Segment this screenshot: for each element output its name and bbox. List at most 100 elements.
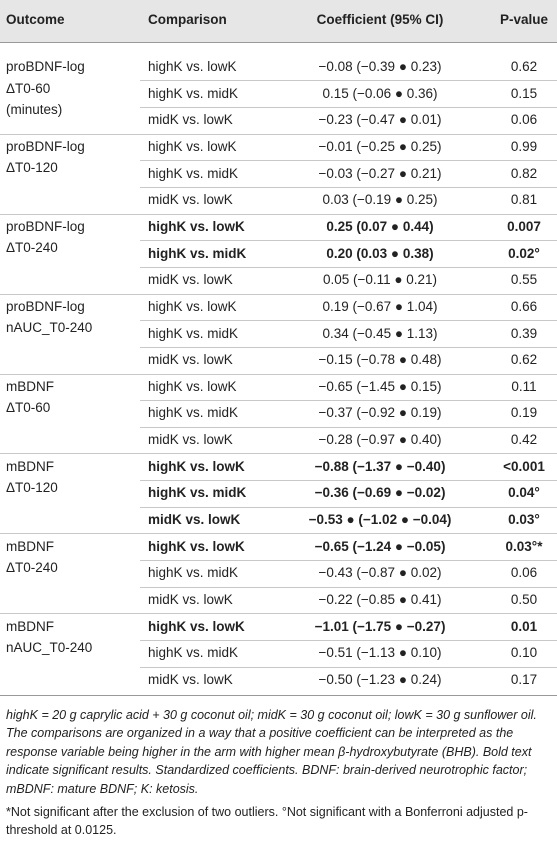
coefficient: −0.36 (−0.69 ● −0.02) [314, 485, 446, 501]
p-value: 0.66 [510, 298, 538, 314]
p-value: 0.01 [510, 618, 538, 634]
row-divider [140, 400, 557, 402]
p-value: 0.04° [508, 485, 540, 501]
comparison: highK vs. midK [148, 405, 239, 421]
coefficient: −0.88 (−1.37 ● −0.40) [314, 458, 446, 474]
row-divider [140, 560, 557, 562]
row-divider [140, 640, 557, 641]
comparison: highK vs. midK [148, 165, 239, 181]
comparison: highK vs. midK [148, 565, 239, 581]
header-p-value: P-value [499, 12, 549, 27]
coefficient: −0.65 (−1.45 ● 0.15) [318, 378, 442, 394]
p-value: 0.62 [510, 352, 538, 368]
row-divider [140, 186, 557, 188]
footnote: highK = 20 g caprylic acid + 30 g coconu… [6, 707, 537, 796]
outcome-label: ΔT0-240 [6, 560, 58, 576]
p-value: 0.06 [510, 112, 538, 128]
comparison: highK vs. lowK [148, 618, 245, 634]
outcome-label: proBDNF-log [6, 59, 85, 74]
p-value: 0.81 [510, 192, 538, 208]
row-divider [140, 266, 557, 268]
p-value: 0.55 [510, 272, 538, 288]
comparison: midK vs. lowK [148, 272, 233, 288]
row-divider [140, 80, 557, 82]
coefficient: 0.05 (−0.11 ● 0.21) [322, 272, 438, 288]
coefficient: 0.19 (−0.67 ● 1.04) [322, 298, 438, 314]
outcome-label: mBDNF [6, 618, 54, 634]
coefficient: −0.37 (−0.92 ● 0.19) [318, 405, 442, 421]
outcome-label: proBDNF-log [6, 298, 85, 314]
group-divider [0, 533, 557, 535]
comparison: highK vs. midK [148, 85, 239, 101]
comparison: highK vs. lowK [148, 218, 245, 234]
header-comparison: Comparison [148, 12, 227, 27]
group-divider [0, 293, 557, 295]
comparison: midK vs. lowK [148, 432, 233, 448]
p-value: 0.19 [510, 405, 538, 421]
outcome-label: mBDNF [6, 378, 54, 394]
coefficient: −0.22 (−0.85 ● 0.41) [318, 592, 442, 607]
p-value: 0.02° [508, 245, 540, 261]
p-value: <0.001 [503, 458, 545, 474]
coefficient: −0.28 (−0.97 ● 0.40) [318, 432, 442, 448]
coefficient: 0.03 (−0.19 ● 0.25) [322, 192, 438, 208]
comparison: midK vs. lowK [148, 192, 233, 208]
p-value: 0.03° [508, 512, 540, 528]
coefficient: −0.65 (−1.24 ● −0.05) [314, 538, 446, 554]
comparison: highK vs. midK [148, 485, 247, 501]
row-divider [140, 160, 557, 162]
outcome-label: proBDNF-log [6, 138, 85, 154]
group-divider [0, 373, 557, 375]
comparison: highK vs. lowK [148, 298, 237, 314]
comparison: highK vs. midK [148, 325, 239, 341]
comparison: midK vs. lowK [148, 112, 233, 128]
coefficient: −0.08 (−0.39 ● 0.23) [318, 59, 442, 74]
comparison: midK vs. lowK [148, 592, 233, 607]
row-divider [140, 666, 557, 668]
coefficient: −0.43 (−0.87 ● 0.02) [318, 565, 442, 581]
outcome-label: ΔT0-120 [6, 480, 58, 496]
coefficient: 0.20 (0.03 ● 0.38) [326, 245, 434, 261]
outcome-label: ΔT0-60 [6, 80, 51, 96]
coefficient: −0.15 (−0.78 ● 0.48) [318, 352, 442, 368]
p-value: 0.06 [510, 565, 538, 581]
p-value: 0.10 [510, 645, 538, 661]
row-divider [140, 240, 557, 242]
outcome-label: ΔT0-240 [6, 240, 58, 256]
comparison: highK vs. midK [148, 245, 247, 261]
group-divider [0, 453, 557, 455]
comparison: midK vs. lowK [148, 352, 233, 368]
header-band [0, 0, 557, 43]
comparison: highK vs. midK [148, 645, 239, 661]
comparison: highK vs. lowK [148, 538, 245, 554]
comparison: midK vs. lowK [148, 512, 241, 528]
comparison: highK vs. lowK [148, 458, 245, 474]
coefficient: −0.53 ● (−1.02 ● −0.04) [308, 512, 452, 528]
outcome-label: mBDNF [6, 458, 54, 474]
header-coefficient: Coefficient (95% CI) [316, 12, 444, 27]
comparison: highK vs. lowK [148, 138, 237, 154]
coefficient: 0.15 (−0.06 ● 0.36) [322, 85, 438, 101]
comparison: midK vs. lowK [148, 671, 233, 687]
footnote: *Not significant after the exclusion of … [6, 804, 528, 838]
coefficient: 0.34 (−0.45 ● 1.13) [322, 325, 438, 341]
row-divider [140, 506, 557, 508]
header-outcome: Outcome [6, 12, 65, 27]
coefficient: −1.01 (−1.75 ● −0.27) [314, 618, 446, 634]
p-value: 0.82 [510, 165, 538, 181]
p-value: 0.62 [510, 59, 538, 74]
outcome-label: ΔT0-120 [6, 160, 58, 176]
outcome-label: mBDNF [6, 538, 54, 554]
row-divider [140, 346, 557, 348]
group-divider [0, 613, 557, 615]
outcome-label: proBDNF-log [6, 218, 85, 234]
coefficient: −0.03 (−0.27 ● 0.21) [318, 165, 442, 181]
table-bottom [0, 694, 557, 696]
group-divider [0, 213, 557, 215]
coefficient: −0.01 (−0.25 ● 0.25) [318, 138, 442, 154]
outcome-label: nAUC_T0-240 [6, 640, 93, 656]
p-value: 0.007 [507, 218, 541, 234]
outcome-label: ΔT0-60 [6, 400, 51, 416]
p-value: 0.11 [511, 378, 537, 394]
